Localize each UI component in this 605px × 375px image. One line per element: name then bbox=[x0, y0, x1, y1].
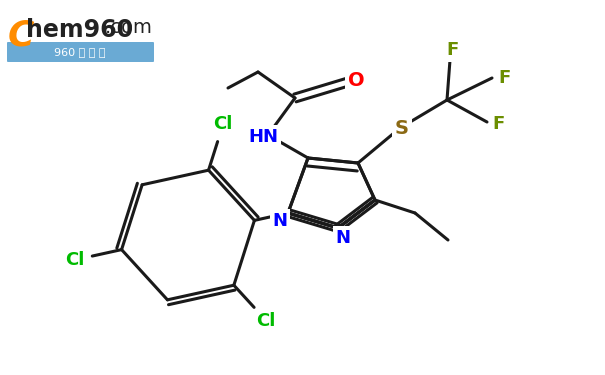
Text: F: F bbox=[493, 115, 505, 133]
Text: F: F bbox=[446, 41, 458, 59]
Text: Cl: Cl bbox=[257, 312, 276, 330]
Text: 960 化 工 网: 960 化 工 网 bbox=[54, 47, 106, 57]
Text: F: F bbox=[498, 69, 510, 87]
Text: Cl: Cl bbox=[214, 116, 233, 134]
Text: O: O bbox=[348, 70, 364, 90]
Text: HN: HN bbox=[248, 128, 278, 146]
Text: N: N bbox=[336, 229, 350, 247]
Text: S: S bbox=[395, 118, 409, 138]
Text: C: C bbox=[8, 18, 34, 52]
Text: hem960: hem960 bbox=[26, 18, 133, 42]
FancyBboxPatch shape bbox=[7, 42, 154, 62]
Text: N: N bbox=[272, 212, 287, 230]
Text: Cl: Cl bbox=[65, 251, 84, 269]
Text: .com: .com bbox=[105, 18, 153, 37]
